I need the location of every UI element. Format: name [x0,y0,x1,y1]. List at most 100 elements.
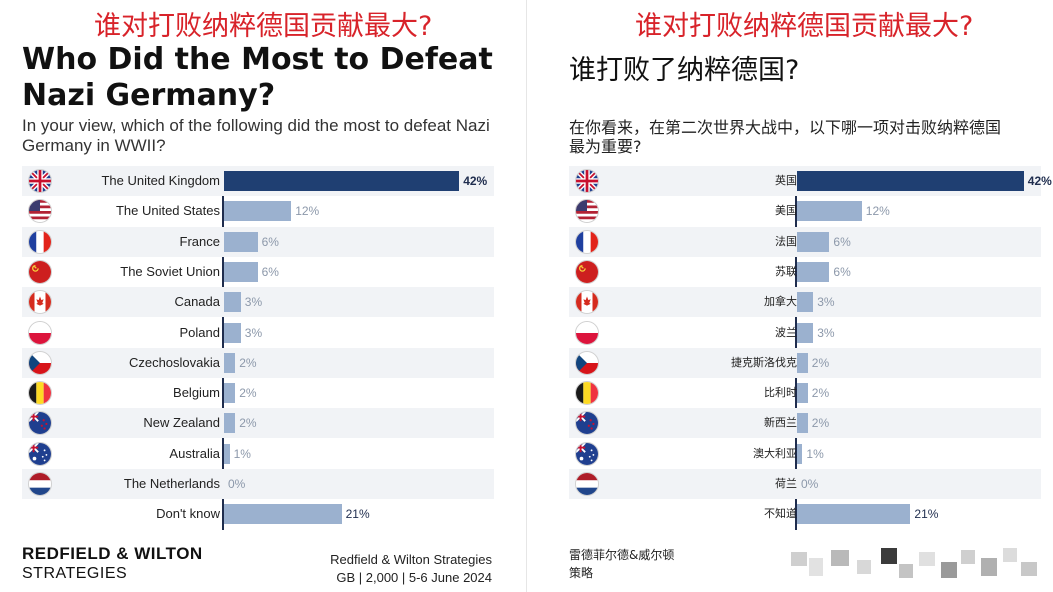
category-label: The United Kingdom [101,173,220,188]
chinese-chart-panel: 谁对打败纳粹德国贡献最大? 谁打败了纳粹德国? 在你看来，在第二次世界大战中，以… [527,0,1053,592]
value-label: 12% [865,204,890,219]
netherlands-flag-icon [28,472,52,496]
category-label: Czechoslovakia [128,354,220,370]
bar [224,413,236,434]
chart-row: 捷克斯洛伐克 2% [569,347,1041,378]
category-label: New Zealand [143,415,220,431]
value-label: 2% [239,355,257,370]
bar [797,292,814,313]
us-flag-icon [28,199,52,224]
category-label: 加拿大 [764,295,797,309]
category-label: 荷兰 [775,477,797,490]
czechoslovakia-flag-icon [28,350,52,375]
category-label: 捷克斯洛伐克 [731,355,797,369]
bar-chart: 英国 42% 美国 12% 法国 6% 苏联 6% 加拿大 3% 波兰 3% 捷克斯洛伐克 2% 比利时 2%… [569,166,1052,530]
belgium-flag-icon [28,381,52,406]
bar [224,171,460,191]
value-label: 2% [239,386,257,401]
chart-row: The United Kingdom 42% [22,166,494,196]
chart-row: Poland 3% [22,318,494,348]
france-flag-icon [28,229,52,254]
category-label: Australia [169,445,220,461]
bar-chart: The United Kingdom 42% The United States 12… [22,166,494,530]
value-label: 21% [345,507,370,522]
category-label: 苏联 [775,264,797,278]
bar [797,352,808,373]
bar [797,201,862,222]
value-label: 6% [833,234,851,249]
netherlands-flag-icon [575,472,599,496]
us-flag-icon [575,199,599,224]
chart-row: 不知道 21% [569,499,1041,529]
bar [797,322,814,343]
chart-row: Belgium 2% [22,378,494,408]
chart-title: 谁打败了纳粹德国? [569,55,800,86]
source-note: Redfield & Wilton Strategies GB | 2,000 … [330,551,492,587]
value-label: 3% [244,325,263,340]
chart-row: 法国 6% [569,226,1041,257]
chart-row: France 6% [22,226,494,257]
chart-row: Canada 3% [22,287,494,318]
new-zealand-flag-icon [28,411,52,436]
panel-divider [526,0,527,592]
bar [797,171,1024,191]
value-label: 6% [261,234,279,249]
brand-line-1: 雷德菲尔德&威尔顿 [569,548,675,562]
category-label: 英国 [775,174,797,187]
value-label: 42% [463,174,488,188]
value-label: 21% [914,507,939,522]
chart-title: Who Did the Most to Defeat Nazi Germany? [22,42,493,113]
overlay-title: 谁对打败纳粹德国贡献最大? [94,11,433,42]
bar [224,261,258,282]
chart-row: The United States 12% [22,196,494,226]
value-label: 42% [1027,174,1052,188]
category-label: 比利时 [764,386,797,400]
france-flag-icon [575,229,599,254]
chart-row: 比利时 2% [569,378,1041,408]
brand-line-2: STRATEGIES [22,565,128,582]
source-line-1: Redfield & Wilton Strategies [330,552,492,567]
uk-flag-icon [28,169,52,193]
chart-row: 新西兰 2% [569,408,1041,439]
brand-line-1: REDFIELD & WILTON [22,544,203,563]
chart-row: 美国 12% [569,196,1041,226]
bar [224,352,236,373]
australia-flag-icon [28,441,52,466]
pixelated-watermark [791,548,1041,580]
bar [224,504,342,525]
belgium-flag-icon [575,381,599,406]
category-label: Poland [179,324,220,340]
value-label: 2% [811,386,830,401]
bar [224,443,230,464]
value-label: 1% [806,446,824,461]
chart-row: 英国 42% [569,166,1052,196]
category-label: 美国 [775,204,797,218]
category-label: Don't know [156,506,220,522]
canada-flag-icon [575,290,599,315]
english-chart-panel: 谁对打败纳粹德国贡献最大? Who Did the Most to Defeat… [0,0,526,592]
value-label: 2% [239,416,257,431]
source-line-2: GB | 2,000 | 5-6 June 2024 [336,570,492,585]
bar [224,231,258,252]
bar [797,443,803,464]
chart-row: Australia 1% [22,439,494,469]
bar [224,292,241,313]
value-label: 3% [817,295,835,310]
bar [797,504,911,525]
chart-row: Czechoslovakia 2% [22,347,494,378]
value-label: 2% [811,355,830,370]
new-zealand-flag-icon [575,411,599,436]
chart-row: 苏联 6% [569,257,1041,287]
category-label: 法国 [775,234,797,248]
chart-row: The Netherlands 0% [22,469,494,499]
category-label: The Soviet Union [120,263,220,279]
bar [797,261,830,282]
category-label: France [179,233,220,249]
value-label: 3% [817,325,835,340]
value-label: 6% [833,264,851,279]
bar [797,413,808,434]
category-label: The United States [115,203,220,219]
chart-subtitle: In your view, which of the following did… [22,116,490,155]
value-label: 0% [801,477,819,491]
bar [224,201,292,222]
